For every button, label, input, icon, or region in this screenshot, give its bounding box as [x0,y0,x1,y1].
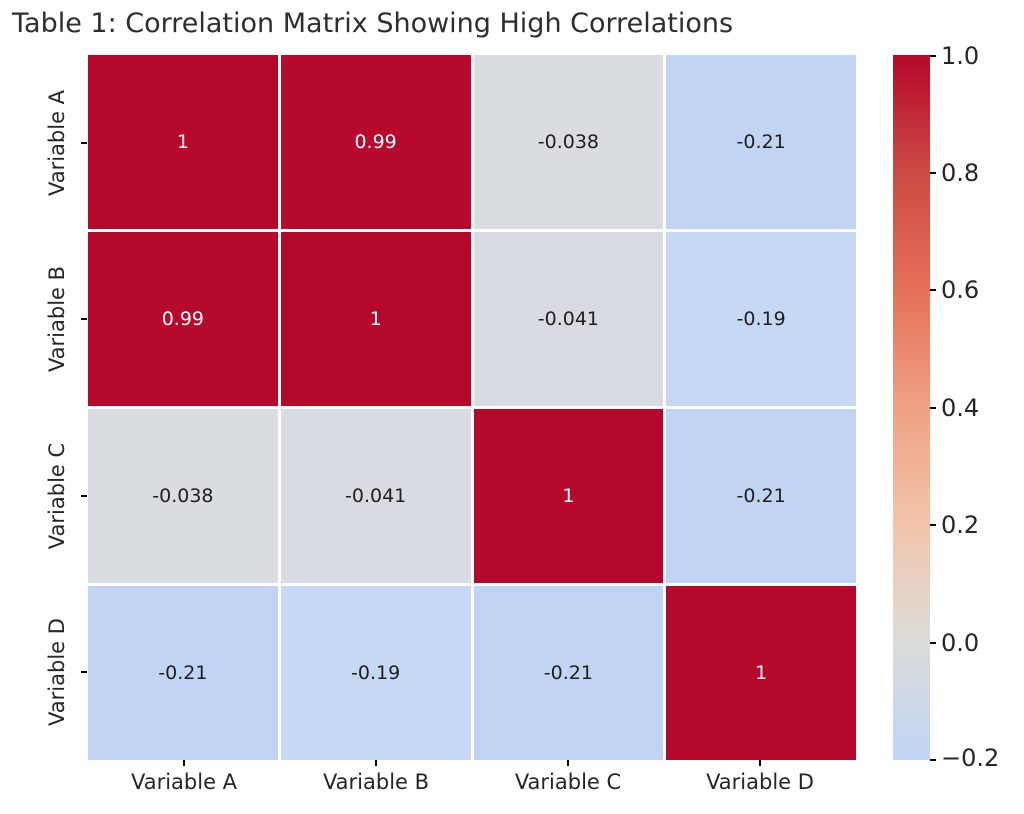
colorbar-tick-mark [930,289,936,291]
heatmap-cell-a-c: -0.038 [473,55,664,229]
colorbar-tick-label-0.0: 0.0 [941,629,980,657]
heatmap-cell-a-a: 1 [88,55,278,229]
y-axis-label-variable-c: Variable C [45,442,69,550]
heatmap-cell-a-b: 0.99 [280,55,471,229]
colorbar-tick-mark [930,407,936,409]
x-tick-mark [183,760,185,766]
colorbar-tick-mark [930,55,936,57]
colorbar-tick-label-0.4: 0.4 [941,394,980,422]
x-axis-label-variable-d: Variable D [706,770,814,794]
heatmap-cell-a-d: -0.21 [666,55,856,229]
colorbar-tick-label-0.8: 0.8 [941,159,980,187]
colorbar-tick-label-0.2: 0.2 [941,511,980,539]
colorbar-tick-mark [930,759,936,761]
heatmap-cell-c-c: 1 [473,409,664,583]
colorbar-tick-label-1.0: 1.0 [941,42,980,70]
y-axis-label-variable-a: Variable A [45,89,69,197]
heatmap-cell-c-b: -0.041 [280,409,471,583]
x-tick-mark [759,760,761,766]
heatmap-cell-b-c: -0.041 [473,232,664,406]
heatmap-cell-b-b: 1 [280,232,471,406]
colorbar-tick-label-0.6: 0.6 [941,276,980,304]
y-tick-mark [81,142,87,144]
x-axis-label-variable-a: Variable A [130,770,238,794]
x-tick-mark [567,760,569,766]
colorbar-gradient [893,55,930,760]
y-tick-mark [81,671,87,673]
heatmap-cell-d-c: -0.21 [473,586,664,760]
heatmap-cell-c-a: -0.038 [88,409,278,583]
colorbar-tick-label--0.2: −0.2 [941,744,1000,772]
heatmap-cell-b-a: 0.99 [88,232,278,406]
colorbar-tick-mark [930,642,936,644]
heatmap-cell-d-a: -0.21 [88,586,278,760]
heatmap-cell-d-b: -0.19 [280,586,471,760]
colorbar-tick-mark [930,524,936,526]
colorbar-tick-mark [930,172,936,174]
x-axis-label-variable-c: Variable C [514,770,622,794]
heatmap-cell-b-d: -0.19 [666,232,856,406]
chart-title: Table 1: Correlation Matrix Showing High… [12,8,734,39]
x-tick-mark [375,760,377,766]
heatmap-grid: 1 0.99 -0.038 -0.21 0.99 1 -0.041 -0.19 … [88,55,856,760]
heatmap-cell-c-d: -0.21 [666,409,856,583]
x-axis-label-variable-b: Variable B [322,770,430,794]
y-axis-label-variable-d: Variable D [45,618,69,726]
y-axis-label-variable-b: Variable B [45,265,69,373]
heatmap-cell-d-d: 1 [666,586,856,760]
y-tick-mark [81,495,87,497]
y-tick-mark [81,318,87,320]
